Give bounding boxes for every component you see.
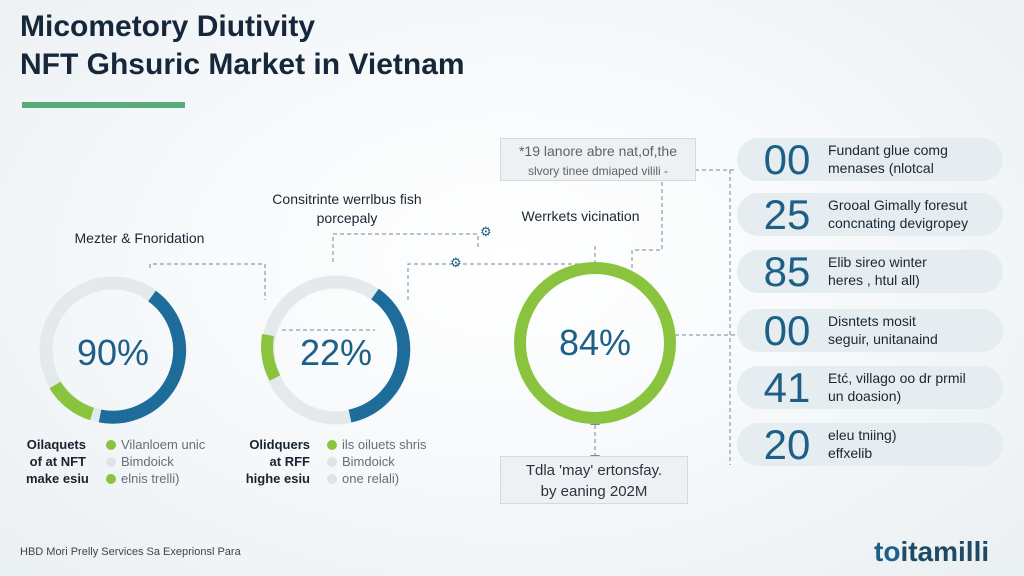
grey-dot [106, 457, 116, 467]
green-dot [327, 440, 337, 450]
legend-2-entry-1: ils oiluets shris [327, 436, 427, 453]
callout-bottom: Tdla 'may' ertonsfay. by eaning 202M [500, 456, 688, 504]
network-icon: ⚙ [480, 224, 492, 239]
stat-text: Elib sireo winter heres , htul all) [828, 254, 927, 288]
title-line-1: Micometory Diutivity [20, 10, 316, 43]
stat-text: Disntets mosit seguir, unitanaind [828, 313, 938, 347]
brand-logo: toitamilli [874, 536, 989, 568]
legend-1-label-2: of at NFT [29, 454, 86, 469]
stat-number: 20 [763, 421, 811, 468]
legend-2-label-3: highe esiu [245, 471, 310, 486]
ring-1 [39, 276, 187, 424]
callout-top-line-2: slvory tinee dmiaped vilili - [527, 164, 669, 178]
callout-bottom-line-1: Tdla 'may' ertonsfay. [525, 462, 663, 479]
stat-number: 85 [763, 248, 811, 295]
ring-2 [261, 275, 411, 425]
footer-text: HBD Mori Prelly Services Sa Exeprionsl P… [20, 546, 241, 558]
ring-2-label: Consitrinte werrlbus fish porcepaly [247, 190, 447, 228]
ring-1-blue-arc [98, 290, 187, 424]
green-dot [106, 440, 116, 450]
legend-1-label-3: make esiu [26, 471, 89, 486]
legend-1-entries: Vilanloem unic Bimdoick elnis trelli) [106, 436, 205, 487]
stat-item: 85 Elib sireo winter heres , htul all) [737, 250, 1003, 293]
stat-item: 25 Grooal Gimally foresut concnating devi… [737, 193, 1003, 236]
ring-2-value: 22% [299, 332, 373, 373]
stat-number: 00 [763, 136, 811, 183]
stat-item: 00 Fundant glue comg menases (nlotcal [737, 138, 1003, 181]
stat-number: 00 [763, 307, 811, 354]
callout-top-line-1: *19 lanore abre nat,of,the [518, 143, 677, 159]
ring-2-label-line-1: Consitrinte werrlbus fish [272, 191, 422, 207]
stat-text: Grooal Gimally foresut concnating devigro… [828, 197, 969, 231]
stat-number: 25 [763, 191, 811, 238]
stat-text: eleu tniing) effxelib [828, 427, 897, 461]
legend-1-entry-1: Vilanloem unic [106, 436, 205, 453]
green-dot [106, 474, 116, 484]
ring-2-blue-arc [348, 288, 411, 423]
ring-2-label-line-2: porcepaly [316, 210, 378, 226]
callout-bottom-line-2: by eaning 202M [540, 483, 648, 500]
stat-number: 41 [763, 364, 811, 411]
grey-dot [327, 457, 337, 467]
stat-item: 41 Etć, villago oo dr prmil un doasion) [737, 366, 1003, 409]
title-underline [22, 102, 185, 108]
legend-2-label-1: Olidquers [249, 437, 310, 452]
stat-item: 00 Disntets mosit seguir, unitanaind [737, 309, 1003, 352]
legend-2-entry-3: one relali) [327, 470, 427, 487]
legend-2-label-2: at RFF [269, 454, 310, 469]
legend-1: Oilaquets of at NFT make esiu Vilanloem … [26, 436, 226, 488]
callout-top: *19 lanore abre nat,of,the slvory tinee … [500, 138, 696, 181]
page-title: Micometory Diutivity NFT Ghsuric Market … [20, 8, 465, 84]
legend-2-entry-2: Bimdoick [327, 453, 427, 470]
ring-2-green-arc [261, 334, 281, 381]
legend-2-entries: ils oiluets shris Bimdoick one relali) [327, 436, 427, 487]
legend-1-labels: Oilaquets of at NFT make esiu [26, 436, 89, 487]
ring-3-value: 84% [558, 322, 632, 363]
stat-text: Fundant glue comg menases (nlotcal [828, 142, 948, 176]
title-line-2: NFT Ghsuric Market in Vietnam [20, 48, 465, 81]
legend-1-label-1: Oilaquets [26, 437, 86, 452]
legend-2-labels: Olidquers at RFF highe esiu [245, 436, 310, 487]
legend-1-entry-2: Bimdoick [106, 453, 205, 470]
brand-part-2: itamilli [900, 536, 990, 567]
brand-part-1: to [874, 536, 901, 567]
legend-2: Olidquers at RFF highe esiu ils oiluets … [245, 436, 465, 488]
stat-text: Etć, villago oo dr prmil un doasion) [828, 370, 966, 404]
network-icon-2: ⚙ [450, 255, 462, 270]
ring-3-label: Werrkets vicination [521, 208, 640, 224]
ring-1-value: 90% [76, 332, 150, 373]
ring-3 [514, 262, 676, 424]
ring-3-arc [514, 262, 676, 424]
ring-1-green-arc [49, 381, 95, 421]
ring-1-label: Mezter & Fnoridation [74, 230, 205, 246]
legend-1-entry-3: elnis trelli) [106, 470, 205, 487]
grey-dot [327, 474, 337, 484]
stat-item: 20 eleu tniing) effxelib [737, 423, 1003, 466]
